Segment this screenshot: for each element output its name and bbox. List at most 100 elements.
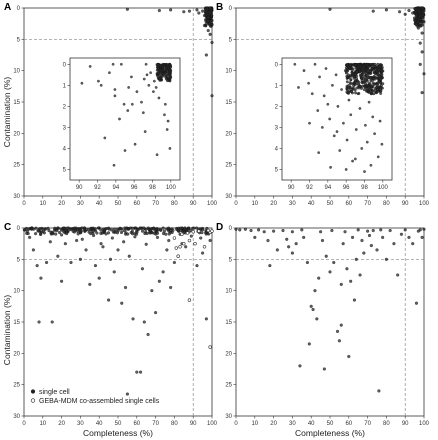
panel-c-data-point [133, 235, 137, 239]
panel-c-coassembled-point [202, 245, 207, 249]
panel-c-coassembled-point [210, 229, 214, 233]
panel-c-data-point [204, 317, 208, 321]
panel-a-data-point [187, 9, 191, 13]
panel-b-inset-y-tick-label: 3 [275, 125, 279, 131]
panel-b-inset-data-point [363, 85, 367, 89]
panel-d-data-point [414, 301, 419, 305]
panel-b-inset-data-point [367, 86, 371, 90]
panel-d-y-tick-label: 20 [225, 351, 232, 357]
panel-c-y-tick-label: 0 [17, 226, 21, 232]
panel-a-inset-data-point [165, 63, 169, 67]
panel-a-inset-data-point [99, 83, 103, 87]
panel-b-x-tick-label: 20 [270, 201, 277, 207]
panel-c-y-tick-label: 30 [13, 414, 20, 420]
panel-a-data-point [202, 23, 207, 28]
panel-b-x-tick-label: 70 [364, 201, 371, 207]
panel-a-inset-data-point [158, 75, 162, 79]
panel-b-data-point [419, 23, 423, 27]
panel-d-data-point [266, 238, 270, 243]
panel-c-data-point [76, 227, 80, 231]
panel-d-data-point [337, 339, 341, 343]
panel-d-x-tick-label: 60 [345, 421, 352, 427]
panel-b-inset-data-point [367, 100, 371, 104]
panel-a-inset-x-tick-label: 98 [149, 185, 156, 191]
panel-b-inset-data-point [359, 74, 363, 78]
panel-c-data-point [107, 227, 111, 231]
panel-c-data-point [140, 229, 145, 233]
panel-a-inset-y-tick-label: 3 [63, 125, 67, 131]
panel-c-data-point [184, 245, 188, 249]
panel-c-x-tick-label: 40 [96, 421, 103, 427]
panel-c-data-point [155, 229, 159, 233]
panel-a-inset-data-point [168, 147, 172, 150]
panel-a-x-tick-label: 90 [190, 201, 197, 207]
panel-d-data-point [343, 230, 347, 234]
panel-a-inset-data-point [169, 65, 173, 69]
panel-b-data-point [418, 13, 422, 17]
panel-a-inset-data-point [152, 79, 156, 83]
panel-b-y-tick-label: 0 [229, 6, 233, 12]
panel-a-inset-data-point [103, 136, 107, 140]
panel-b-inset-data-point [365, 140, 369, 144]
panel-a-inset-data-point [160, 73, 164, 77]
panel-d-data-point [366, 229, 370, 233]
panel-d-data-point [388, 228, 392, 233]
panel-b-inset-data-point [316, 109, 320, 112]
panel-c-data-point [131, 317, 135, 321]
panel-a-inset-data-point [165, 65, 169, 69]
panel-b-inset-data-point [336, 105, 340, 108]
panel-c-data-point [142, 320, 146, 324]
panel-c-data-point [35, 264, 39, 268]
panel-c-data-point [150, 289, 154, 293]
panel-a-inset-data-point [168, 75, 172, 79]
panel-c-data-point [199, 236, 203, 240]
panel-d-data-point [375, 248, 379, 252]
panel-b-inset-data-point [379, 85, 383, 89]
panel-c-data-point [145, 231, 149, 236]
panel-b-y-tick-label: 10 [225, 69, 232, 75]
panel-b-inset-data-point [331, 83, 334, 87]
panel-d-data-point [352, 298, 356, 302]
panel-d-data-point [392, 242, 396, 246]
panel-c-data-point [135, 370, 139, 374]
panel-d-x-tick-label: 0 [234, 421, 238, 427]
panel-c-data-point [176, 228, 180, 232]
panel-d-data-point [262, 230, 266, 234]
panel-d-data-point [351, 235, 355, 239]
panel-c-coassembled-point [187, 238, 192, 243]
panel-d-label: D [216, 222, 223, 233]
panel-b-inset-data-point [369, 163, 373, 167]
panel-c-data-point [57, 231, 62, 235]
panel-c-coassembled-point [180, 232, 184, 236]
panel-c-data-point [89, 227, 93, 231]
panel-c-data-point [104, 232, 108, 236]
panel-c-data-point [93, 264, 97, 268]
panel-b-data-point [411, 11, 415, 15]
panel-c-data-point [80, 237, 84, 241]
panel-b-inset-data-point [364, 68, 368, 72]
panel-c-data-point [53, 226, 57, 230]
panel-c-data-point [116, 248, 120, 252]
panel-a-data-point [201, 9, 205, 13]
panel-c-data-point [48, 240, 52, 244]
panel-b-data-point [420, 31, 424, 35]
panel-b-inset-data-point [351, 159, 354, 163]
panel-b-data-point [414, 7, 418, 11]
panel-c-data-point [89, 232, 93, 236]
panel-a-label: A [4, 2, 11, 13]
panel-b-inset-data-point [368, 89, 372, 93]
panel-b-x-tick-label: 60 [345, 201, 352, 207]
panel-d-data-point [367, 233, 372, 238]
panel-b-inset-data-point [345, 87, 349, 91]
panel-b-inset-data-point [318, 75, 321, 79]
panel-b-inset-data-point [354, 91, 358, 95]
panel-c-data-point [45, 260, 49, 265]
panel-d-data-point [339, 323, 343, 327]
panel-a-data-point [206, 15, 210, 19]
panel-c-coassembled-point [197, 229, 201, 233]
panel-d-data-point [347, 354, 351, 359]
panel-c-data-point [200, 231, 204, 235]
panel-a-inset-y-tick-label: 4 [63, 146, 67, 152]
panel-a-inset-data-point [142, 77, 146, 81]
panel-a-inset-data-point [155, 153, 159, 157]
